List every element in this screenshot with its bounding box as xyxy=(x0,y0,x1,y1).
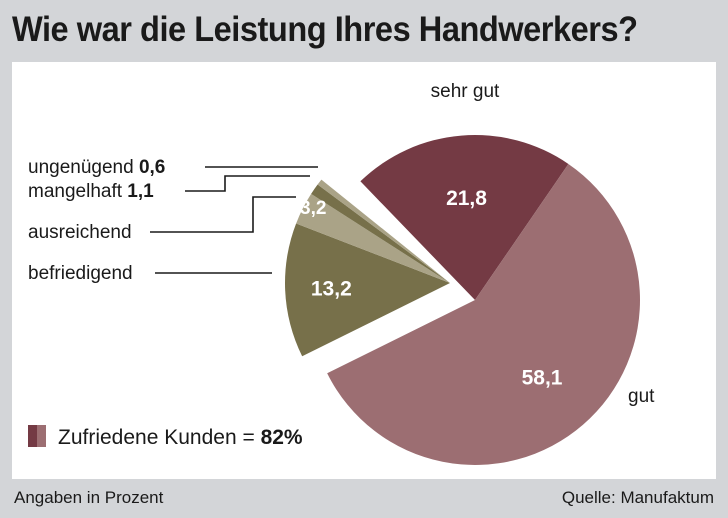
legend-swatch-light xyxy=(37,425,46,447)
value-label-ausreichend: 3,2 xyxy=(300,198,326,219)
category-label-ungenuegend: ungenügend 0,6 xyxy=(28,157,165,178)
source-note: Quelle: Manufaktum xyxy=(561,488,714,507)
leader-line-ausreichend xyxy=(150,196,296,233)
unit-note: Angaben in Prozent xyxy=(14,488,164,507)
category-label-gut: gut xyxy=(628,386,655,407)
category-label-ausreichend: ausreichend xyxy=(28,222,132,243)
pie-slice-befriedigend xyxy=(284,223,450,357)
legend-swatch-dark xyxy=(28,425,37,447)
leader-line-mangelhaft xyxy=(185,175,310,192)
value-label-gut: 58,1 xyxy=(522,366,563,389)
pie-slice-gut xyxy=(327,163,640,465)
category-label-sehr-gut: sehr gut xyxy=(431,81,500,102)
pie-slice-ausreichend xyxy=(296,193,450,283)
pie-slice-mangelhaft xyxy=(311,184,450,283)
category-label-mangelhaft: mangelhaft 1,1 xyxy=(28,181,154,202)
chart-title: Wie war die Leistung Ihres Handwerkers? xyxy=(12,10,638,49)
value-label-sehr-gut: 21,8 xyxy=(446,187,487,210)
category-label-befriedigend: befriedigend xyxy=(28,263,133,284)
pie-slice-sehr-gut xyxy=(360,134,569,300)
pie-slice-ungenuegend xyxy=(317,179,450,283)
legend-text: Zufriedene Kunden = 82% xyxy=(58,426,303,449)
value-label-befriedigend: 13,2 xyxy=(311,277,352,300)
